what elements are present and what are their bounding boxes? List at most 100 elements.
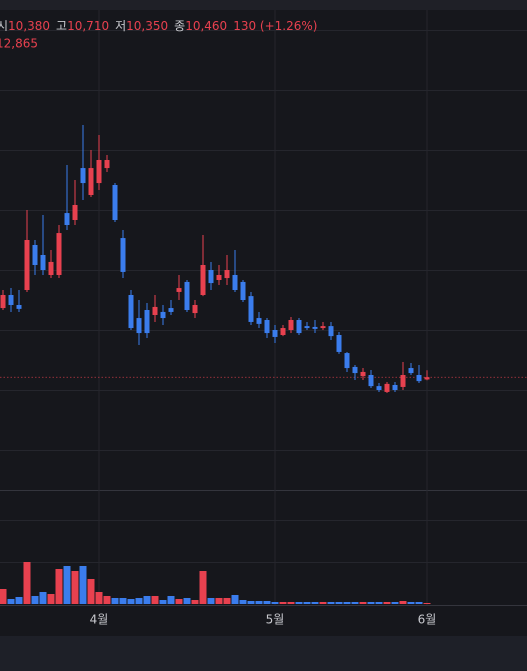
candle-body <box>256 318 262 324</box>
volume-bar <box>63 566 71 604</box>
candle-body <box>376 386 382 390</box>
volume-bar <box>151 596 159 604</box>
volume-bar <box>111 598 119 604</box>
candle-body <box>48 261 54 275</box>
candle-body <box>64 213 70 225</box>
volume-bar <box>303 602 311 604</box>
volume-bar <box>263 601 271 604</box>
volume-bar <box>271 602 279 604</box>
volume-bar <box>183 598 191 604</box>
volume-bar <box>287 602 295 604</box>
candle-body <box>224 270 230 279</box>
volume-bar <box>343 602 351 604</box>
volume-bar <box>311 602 319 604</box>
candle-body <box>216 275 222 280</box>
volume-bar <box>143 596 151 604</box>
volume-bar <box>7 599 15 604</box>
candle-body <box>368 375 374 387</box>
candle-body <box>416 375 422 382</box>
legend-value: 10,380 <box>8 19 50 33</box>
candle-body <box>320 326 326 329</box>
candle-body <box>56 233 62 275</box>
candle-body <box>32 245 38 265</box>
candle-body <box>344 353 350 369</box>
volume-bar <box>167 596 175 604</box>
volume-bar <box>103 596 111 604</box>
volume-bar <box>215 598 223 604</box>
candle-body <box>16 305 22 309</box>
candle-body <box>288 320 294 330</box>
candle-body <box>336 335 342 352</box>
volume-bar <box>47 594 55 604</box>
candle-body <box>200 265 206 295</box>
candle-body <box>176 288 182 292</box>
volume-bar <box>367 602 375 604</box>
top-strip <box>0 0 527 10</box>
volume-bar <box>191 600 199 604</box>
volume-bar <box>23 562 31 604</box>
candle-body <box>160 311 166 319</box>
candle-body <box>80 168 86 184</box>
volume-bar <box>119 598 127 604</box>
volume-bar <box>159 600 167 604</box>
candle-body <box>232 275 238 290</box>
volume-bar <box>399 601 407 604</box>
bottom-strip <box>0 636 527 671</box>
candle-body <box>384 383 390 392</box>
legend-label: 종 <box>174 19 185 33</box>
candle-body <box>408 368 414 374</box>
candle-body <box>72 205 78 220</box>
legend-second-line: 12,865 <box>0 37 38 51</box>
legend-label: 저 <box>115 19 126 33</box>
candle-body <box>120 238 126 272</box>
volume-bar <box>223 598 231 604</box>
candle-body <box>352 366 358 374</box>
candle-body <box>208 270 214 284</box>
volume-bar <box>407 602 415 604</box>
volume-bar <box>231 595 239 604</box>
candle-body <box>152 306 158 315</box>
volume-bar <box>279 602 287 604</box>
volume-bar <box>391 602 399 604</box>
candle-body <box>0 295 6 309</box>
legend-label: 시 <box>0 19 8 33</box>
candle-body <box>248 296 254 322</box>
candle-body <box>424 377 430 380</box>
volume-bar <box>39 592 47 604</box>
x-tick-label: 5월 <box>266 613 285 627</box>
candle-body <box>144 310 150 334</box>
plot: 4월 5월 6월 <box>0 125 527 627</box>
volume-bar <box>87 579 95 604</box>
candle-body <box>88 168 94 195</box>
volume-bar <box>375 602 383 604</box>
candle-body <box>272 330 278 337</box>
volume-bar <box>95 592 103 604</box>
legend-label: 고 <box>56 19 67 33</box>
volume-bar <box>247 601 255 604</box>
x-tick-label: 6월 <box>418 613 437 627</box>
volume-bar <box>175 599 183 604</box>
volume-bar <box>295 602 303 604</box>
grid <box>0 30 527 563</box>
volume-bar <box>359 602 367 604</box>
v-grid <box>98 10 428 605</box>
volume-bar <box>199 571 207 604</box>
candle-body <box>96 160 102 184</box>
volume-bar <box>31 596 39 604</box>
candle-body <box>128 295 134 329</box>
volume-bar <box>239 600 247 604</box>
legend-value: 10,710 <box>67 19 109 33</box>
candle-body <box>264 320 270 334</box>
volume-bar <box>79 566 87 604</box>
volume-bar <box>0 589 7 604</box>
legend-value: 10,350 <box>126 19 168 33</box>
candle-body <box>400 375 406 387</box>
volume-bar <box>383 602 391 604</box>
volume-bar <box>71 571 79 604</box>
volume-bar <box>15 597 23 604</box>
candle-body <box>240 281 246 300</box>
volume-bar <box>327 602 335 604</box>
volume-bar <box>423 603 431 604</box>
volume-bar <box>255 601 263 604</box>
